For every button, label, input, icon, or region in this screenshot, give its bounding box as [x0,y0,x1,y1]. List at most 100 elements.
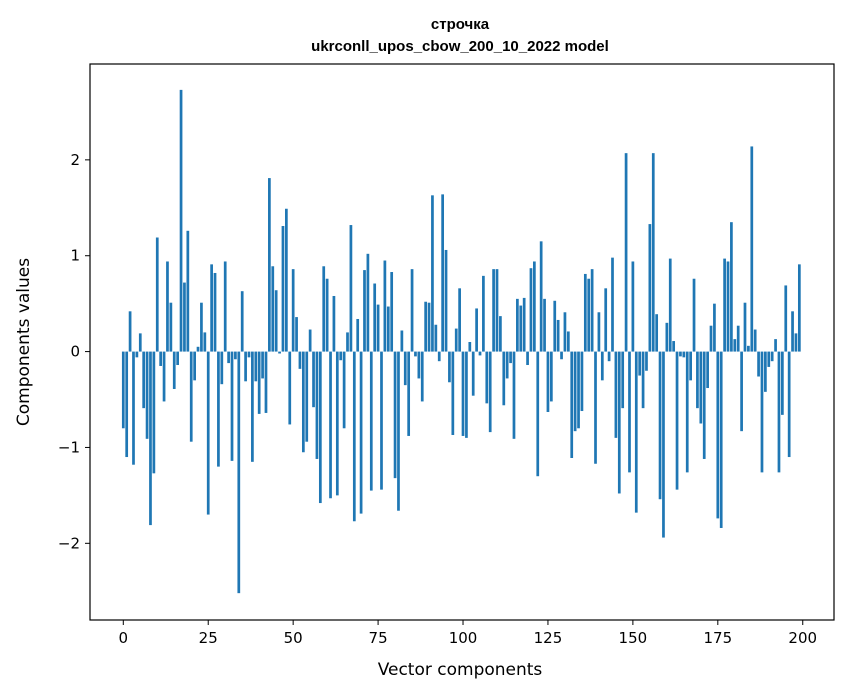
bar [706,351,709,389]
bar [770,351,774,362]
x-tick-label: 175 [703,629,732,647]
x-tick-label: 100 [449,629,478,647]
bar [781,351,784,415]
bar [634,351,638,513]
bar [753,329,757,352]
bar [757,351,760,377]
bar [621,351,625,409]
bar [281,226,285,352]
bar [261,351,264,379]
bar [563,312,567,352]
bar [543,298,546,352]
bar [794,333,798,352]
bar [166,261,169,352]
bar [189,351,193,442]
bar [227,351,230,364]
bar [417,351,421,379]
bar [128,311,132,352]
bar [628,351,631,473]
bar [332,295,336,352]
bar [740,351,743,432]
bar [366,253,370,352]
bar [668,258,672,352]
x-axis-label: Vector components [378,660,543,680]
x-tick-label: 150 [619,629,648,647]
bar [206,351,210,515]
bar [492,269,495,352]
bar [713,303,716,352]
bar [448,351,451,383]
bar [475,308,478,352]
bar [743,302,747,352]
bar [373,283,377,352]
bar [797,264,801,352]
x-tick-label: 25 [199,629,218,647]
bar [764,351,767,392]
bar [325,278,329,352]
y-axis-ticks: −2 −1 0 1 2 [58,151,90,552]
y-tick-label: 0 [70,343,80,361]
bar [193,351,196,381]
bar [767,351,771,367]
bar [587,278,591,352]
bar [522,297,526,352]
bar [251,351,254,462]
bar [549,351,553,402]
bar [658,351,662,500]
bar [240,291,244,352]
bar [689,351,692,381]
y-tick-label: 1 [70,247,80,265]
bar [482,275,485,352]
bar [397,351,400,511]
bar [709,325,713,352]
bar [220,351,224,385]
x-tick-label: 200 [788,629,817,647]
bar [142,351,146,409]
bar [155,237,159,352]
bar [682,351,686,358]
bar [760,351,764,473]
bar [502,351,506,406]
bar [244,351,247,382]
bar [696,351,699,409]
bar [594,351,597,464]
bar [723,258,726,352]
y-tick-label: −2 [58,534,80,552]
bar [213,272,217,352]
bar [699,351,703,424]
bars-group [121,89,801,594]
bar [471,351,475,396]
bar [774,339,777,352]
bar [641,351,645,409]
bar [747,345,750,352]
bar [495,269,499,352]
bar [393,351,397,479]
bar [125,351,129,458]
bar [791,311,794,352]
bar [424,301,428,352]
bar [376,304,380,352]
bar [356,318,360,352]
bar [383,260,387,352]
bar [624,153,628,352]
bar [516,298,519,352]
bar [519,305,523,352]
bar [685,351,689,473]
bar [183,282,186,352]
bar [329,351,332,499]
bar [312,351,315,408]
bar [478,351,482,356]
bar [488,351,492,433]
bar [702,351,706,459]
bar [274,290,278,352]
bar [512,351,516,439]
bar [380,351,383,490]
bar [264,351,268,413]
bar [570,351,574,458]
bar [533,261,536,352]
bar [631,261,635,352]
bar [590,269,594,352]
bar [600,351,604,381]
